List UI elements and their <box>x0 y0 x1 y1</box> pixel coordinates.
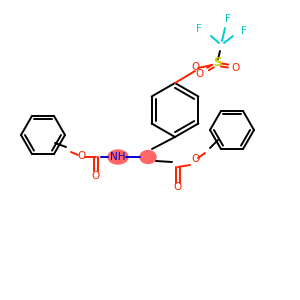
Ellipse shape <box>140 151 156 164</box>
Text: O: O <box>174 182 182 192</box>
Text: O: O <box>232 63 240 73</box>
Text: NH: NH <box>110 152 126 162</box>
Text: O: O <box>192 62 200 72</box>
Text: O: O <box>77 151 85 161</box>
Text: F: F <box>196 24 202 34</box>
Text: S: S <box>213 56 221 70</box>
Text: O: O <box>192 154 200 164</box>
Text: F: F <box>225 14 231 24</box>
Text: O: O <box>92 171 100 181</box>
Text: O: O <box>196 69 204 79</box>
Ellipse shape <box>108 150 128 164</box>
Text: F: F <box>241 26 247 36</box>
